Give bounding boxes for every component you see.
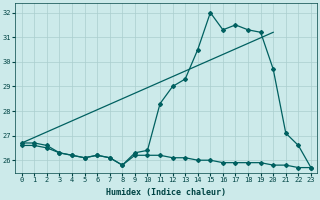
- X-axis label: Humidex (Indice chaleur): Humidex (Indice chaleur): [106, 188, 226, 197]
